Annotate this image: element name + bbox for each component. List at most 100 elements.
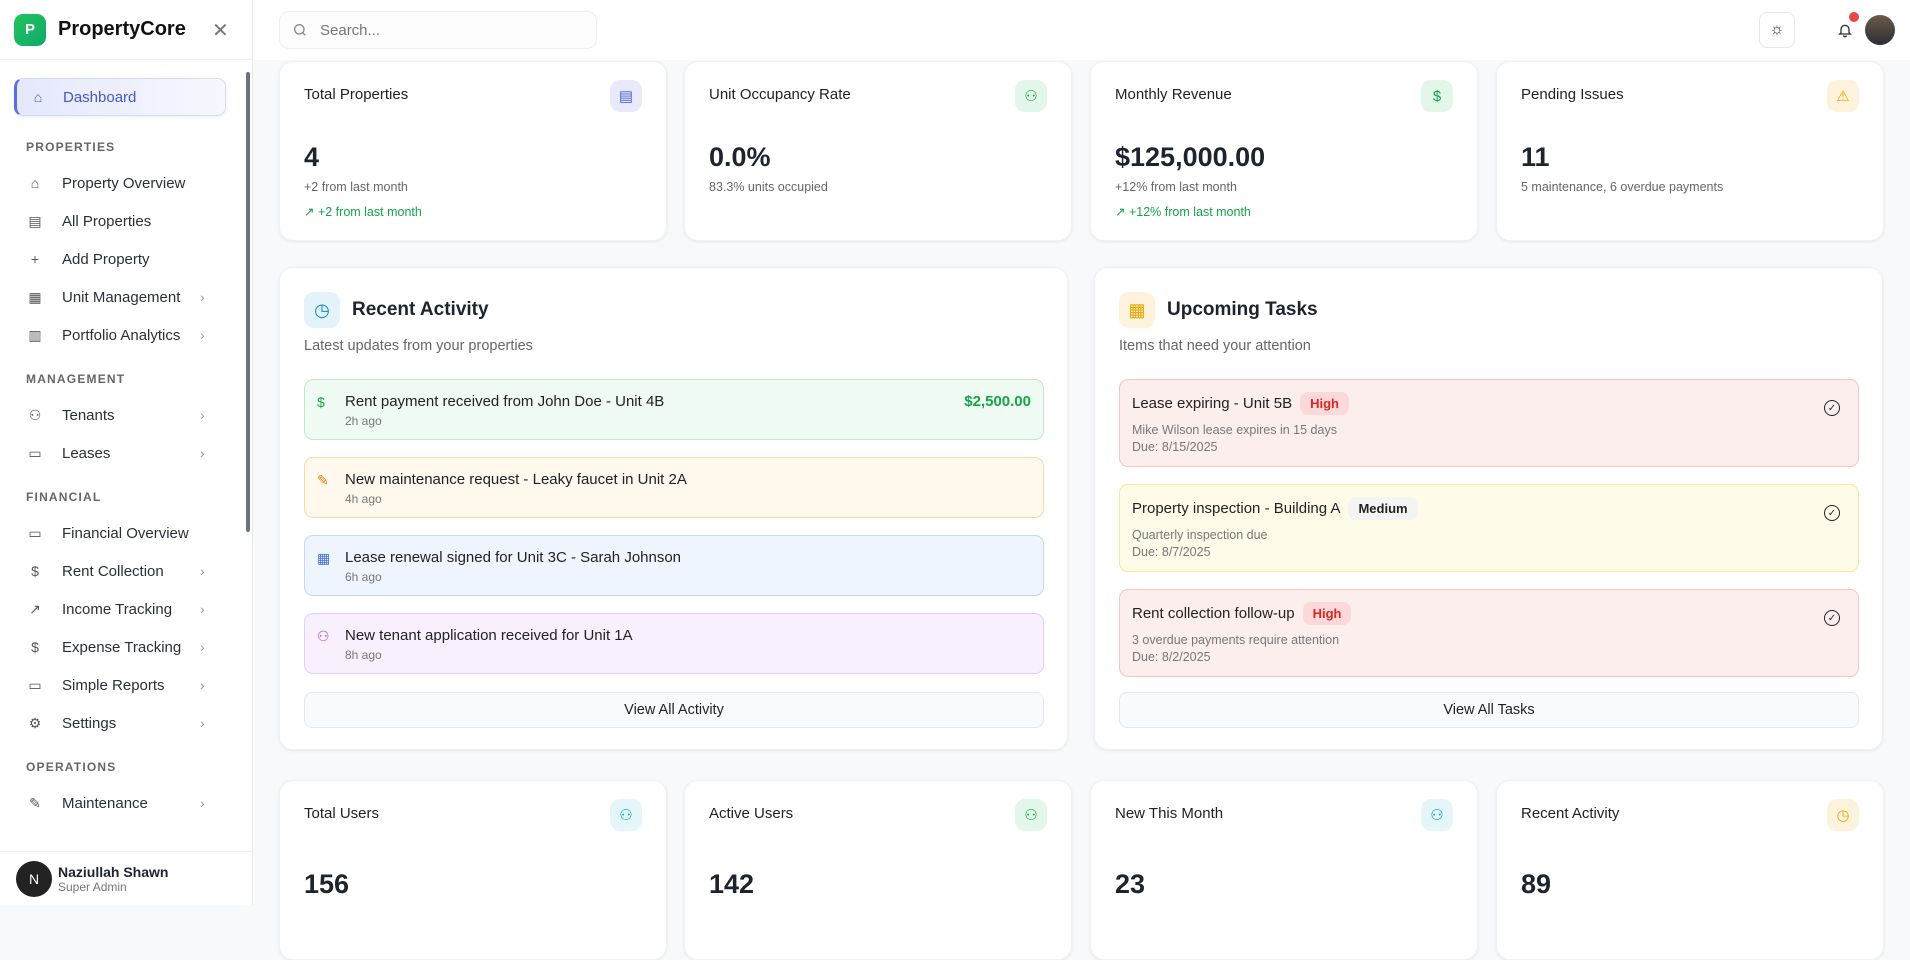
task-item[interactable]: Property inspection - Building A Medium Qu… [1119, 484, 1859, 572]
sidebar-scrollbar[interactable] [246, 72, 250, 532]
chevron-right-icon: › [200, 327, 205, 343]
trending-up-icon: ↗ [1115, 205, 1129, 219]
sidebar-item-label: Tenants [62, 406, 115, 424]
sidebar-item-leases[interactable]: ▭ Leases › [0, 434, 240, 472]
stat-value: 23 [1115, 869, 1146, 899]
clock-icon: ◷ [304, 292, 340, 328]
activity-amount: $2,500.00 [964, 393, 1031, 410]
sidebar-item-label: Simple Reports [62, 676, 165, 694]
sidebar-item-dashboard[interactable]: ⌂ Dashboard [14, 78, 226, 116]
view-all-tasks-button[interactable]: View All Tasks [1119, 692, 1859, 728]
activity-time: 8h ago [345, 648, 382, 662]
sidebar-item-maintenance[interactable]: ✎ Maintenance › [0, 784, 240, 822]
sidebar-section-title: PROPERTIES [26, 140, 116, 154]
sidebar-item-portfolio-analytics[interactable]: ▥ Portfolio Analytics › [0, 316, 240, 354]
sidebar-item-label: Dashboard [63, 88, 137, 106]
top-bar: ☼ [253, 0, 1910, 60]
sidebar-item-settings[interactable]: ⚙ Settings › [0, 704, 240, 742]
plus-icon: + [30, 251, 40, 267]
bar-chart-icon: ▥ [28, 326, 42, 343]
activity-item[interactable]: $ Rent payment received from John Doe - U… [304, 379, 1044, 440]
avatar: N [16, 860, 52, 897]
search-input[interactable] [320, 21, 580, 39]
upcoming-tasks-card: ▦ Upcoming Tasks Items that need your at… [1094, 267, 1883, 750]
stat-card: Monthly Revenue $ $125,000.00 +12% from las… [1090, 61, 1478, 241]
activity-item[interactable]: ▦ Lease renewal signed for Unit 3C - Sara… [304, 535, 1044, 596]
wrench-icon: ✎ [29, 794, 41, 811]
sidebar-item-add-property[interactable]: + Add Property [0, 240, 240, 278]
activity-time: 4h ago [345, 492, 382, 506]
stat-card: New This Month ⚇ 23 [1090, 780, 1478, 960]
sidebar-section-title: OPERATIONS [26, 760, 117, 774]
home-icon: ⌂ [30, 175, 40, 191]
user-profile[interactable]: N Naziullah Shawn Super Admin [0, 851, 252, 905]
sidebar-item-property-overview[interactable]: ⌂ Property Overview [0, 164, 240, 202]
home-icon: ⌂ [33, 89, 43, 105]
chevron-right-icon: › [200, 445, 205, 461]
sidebar-item-tenants[interactable]: ⚇ Tenants › [0, 396, 240, 434]
task-title: Rent collection follow-up [1132, 605, 1295, 622]
sidebar-item-label: Unit Management [62, 288, 181, 306]
stat-title: Recent Activity [1521, 805, 1620, 822]
file-icon: ▭ [28, 676, 42, 693]
stat-trend: ↗ +2 from last month [304, 204, 422, 219]
sidebar-item-financial-overview[interactable]: ▭ Financial Overview [0, 514, 240, 552]
stat-card: Total Users ⚇ 156 [279, 780, 667, 960]
sun-icon: ☼ [1769, 21, 1785, 38]
task-item[interactable]: Rent collection follow-up High 3 overdue p… [1119, 589, 1859, 677]
task-item[interactable]: Lease expiring - Unit 5B High Mike Wilson … [1119, 379, 1859, 467]
sidebar-item-simple-reports[interactable]: ▭ Simple Reports › [0, 666, 240, 704]
stat-title: Unit Occupancy Rate [709, 86, 851, 103]
task-title: Property inspection - Building A [1132, 500, 1341, 517]
activity-time: 2h ago [345, 414, 382, 428]
clock-icon: ◷ [1827, 799, 1859, 831]
sidebar-item-label: Portfolio Analytics [62, 326, 181, 344]
stat-subtext: +2 from last month [304, 180, 408, 194]
calendar-icon: ▦ [1119, 292, 1155, 328]
activity-text: Rent payment received from John Doe - Un… [345, 393, 665, 410]
sidebar-item-unit-management[interactable]: ▦ Unit Management › [0, 278, 240, 316]
trend-text: +2 from last month [317, 205, 422, 219]
sidebar-item-label: Expense Tracking [62, 638, 182, 656]
activity-item[interactable]: ✎ New maintenance request - Leaky faucet … [304, 457, 1044, 518]
users-icon: ⚇ [610, 799, 642, 831]
notifications-button[interactable] [1827, 12, 1863, 48]
trending-up-icon: ↗ [29, 600, 41, 617]
sidebar: P PropertyCore ✕ ⌂ Dashboard PROPERTIES ⌂… [0, 0, 253, 905]
sidebar-item-expense-tracking[interactable]: $ Expense Tracking › [0, 628, 240, 666]
stat-card: Recent Activity ◷ 89 [1496, 780, 1884, 960]
stat-trend: ↗ +12% from last month [1115, 204, 1251, 219]
activity-text: Lease renewal signed for Unit 3C - Sarah… [345, 549, 682, 566]
sidebar-item-all-properties[interactable]: ▤ All Properties [0, 202, 240, 240]
brand: P PropertyCore ✕ [0, 0, 252, 60]
stat-title: Active Users [709, 805, 794, 822]
search-box [279, 11, 597, 49]
chevron-right-icon: › [200, 795, 205, 811]
task-title-row: Lease expiring - Unit 5B High [1132, 392, 1349, 415]
check-circle-icon[interactable]: ✓ [1824, 400, 1840, 416]
stat-title: Pending Issues [1521, 86, 1624, 103]
header-avatar[interactable] [1865, 15, 1895, 45]
app-name: PropertyCore [58, 18, 186, 40]
theme-toggle-button[interactable]: ☼ [1759, 12, 1795, 48]
view-all-activity-button[interactable]: View All Activity [304, 692, 1044, 728]
task-due-date: Due: 8/2/2025 [1132, 650, 1211, 664]
check-circle-icon[interactable]: ✓ [1824, 505, 1840, 521]
warning-icon: ⚠ [1827, 80, 1859, 112]
stat-value: 156 [304, 869, 350, 899]
sidebar-item-rent-collection[interactable]: $ Rent Collection › [0, 552, 240, 590]
task-due-date: Due: 8/15/2025 [1132, 440, 1218, 454]
users-icon: ⚇ [28, 406, 42, 423]
sidebar-item-income-tracking[interactable]: ↗ Income Tracking › [0, 590, 240, 628]
task-title-row: Property inspection - Building A Medium [1132, 497, 1418, 520]
activity-item[interactable]: ⚇ New tenant application received for Uni… [304, 613, 1044, 674]
check-circle-icon[interactable]: ✓ [1824, 610, 1840, 626]
stat-title: Total Properties [304, 86, 409, 103]
sidebar-section-title: MANAGEMENT [26, 372, 126, 386]
activity-time: 6h ago [345, 570, 382, 584]
users-icon: ⚇ [317, 628, 330, 644]
recent-activity-subtitle: Latest updates from your properties [304, 338, 533, 354]
close-sidebar-icon[interactable]: ✕ [212, 20, 229, 42]
stat-value: 142 [709, 869, 755, 899]
task-due-date: Due: 8/7/2025 [1132, 545, 1211, 559]
